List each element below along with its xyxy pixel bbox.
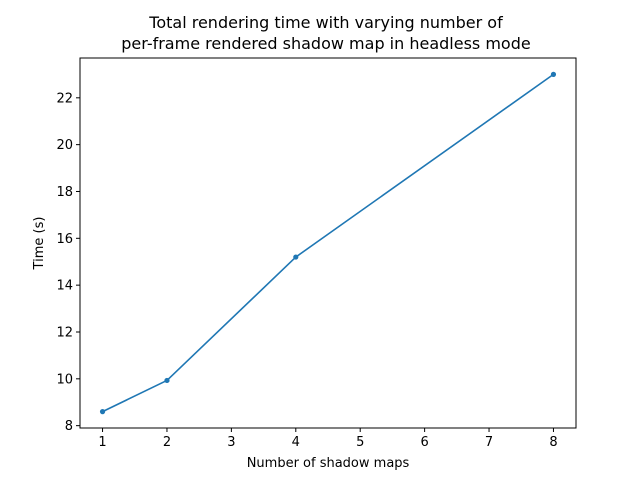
plot-area (79, 57, 577, 429)
y-tick-label: 14 (56, 279, 73, 294)
data-point (293, 254, 299, 260)
x-axis-label: Number of shadow maps (247, 456, 410, 471)
x-tick-label: 4 (292, 435, 300, 450)
y-tick-label: 22 (56, 91, 73, 106)
x-tick-label: 6 (420, 435, 428, 450)
y-tick-label: 20 (56, 138, 73, 153)
x-tick-label: 2 (163, 435, 171, 450)
data-point (164, 377, 170, 384)
chart-title-line-2: per-frame rendered shadow map in headles… (121, 34, 530, 53)
y-axis-label: Time (s) (32, 217, 47, 271)
x-axis-ticks: 1 2 3 4 5 6 7 8 (98, 428, 558, 450)
y-tick-label: 16 (56, 232, 73, 247)
chart-title-line-1: Total rendering time with varying number… (148, 13, 503, 32)
x-tick-label: 7 (485, 435, 493, 450)
data-point (550, 71, 557, 77)
y-tick-label: 12 (56, 325, 73, 340)
y-tick-label: 10 (56, 372, 73, 387)
x-tick-label: 5 (356, 435, 364, 450)
y-axis-ticks: 8 10 12 14 16 18 20 22 (56, 91, 80, 434)
series-layer (99, 71, 557, 415)
y-tick-label: 8 (65, 419, 73, 434)
series-line (102, 73, 554, 413)
x-tick-label: 8 (549, 435, 557, 450)
x-tick-label: 1 (98, 435, 106, 450)
data-point (99, 409, 106, 415)
y-tick-label: 18 (56, 185, 73, 200)
x-tick-label: 3 (227, 435, 235, 450)
